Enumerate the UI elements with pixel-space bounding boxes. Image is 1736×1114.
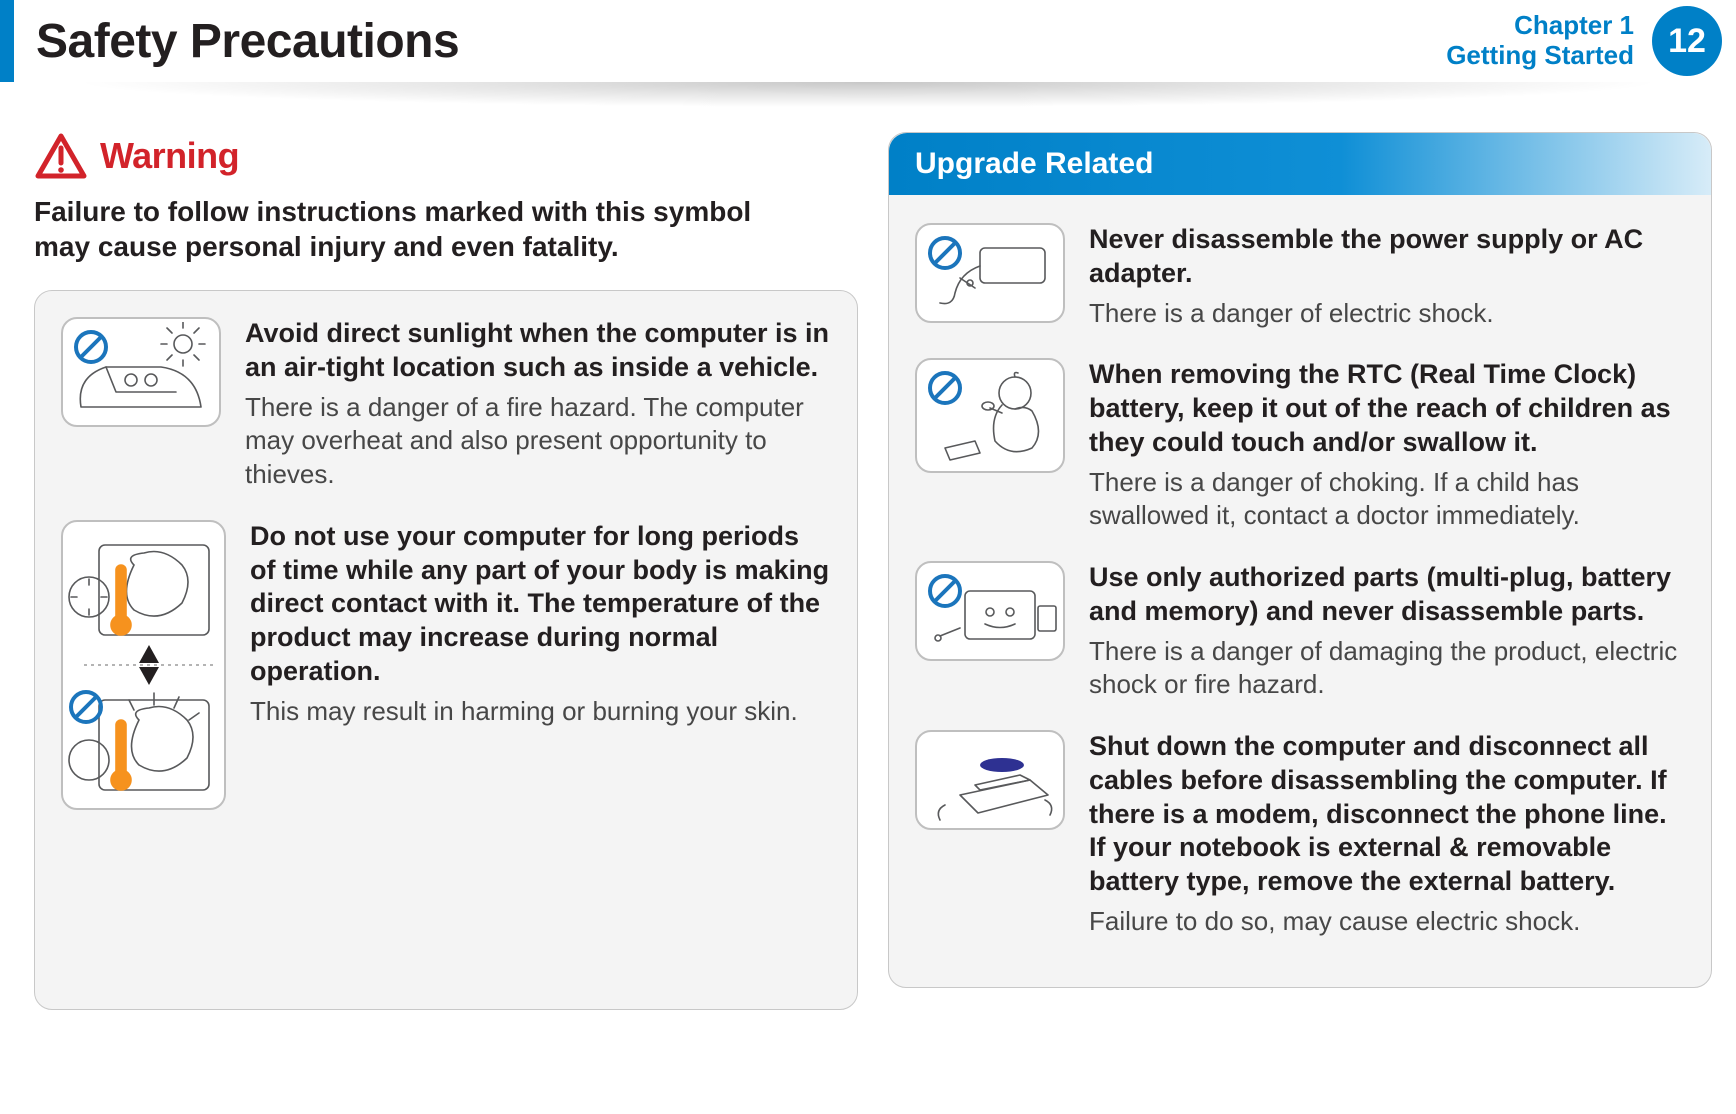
- section-banner: Upgrade Related: [889, 133, 1711, 195]
- precaution-item: When removing the RTC (Real Time Clock) …: [889, 358, 1711, 533]
- prohibit-icon: [926, 369, 964, 407]
- precaution-illustration-disconnect: [915, 730, 1065, 830]
- precaution-illustration-battery-child: [915, 358, 1065, 473]
- precaution-item: Use only authorized parts (multi-plug, b…: [889, 561, 1711, 702]
- warning-description: Failure to follow instructions marked wi…: [34, 194, 814, 264]
- precaution-title: Do not use your computer for long period…: [250, 520, 831, 689]
- prohibit-icon: [72, 328, 110, 366]
- right-precaution-panel: Upgrade Related Never disas: [888, 132, 1712, 988]
- page-header: Safety Precautions Chapter 1 Getting Sta…: [0, 0, 1736, 82]
- prohibit-icon: [71, 692, 101, 722]
- laptop-cables-sketch-icon: [920, 735, 1060, 825]
- precaution-text: Do not use your computer for long period…: [250, 520, 831, 810]
- precaution-text: Never disassemble the power supply or AC…: [1089, 223, 1685, 330]
- precaution-desc: There is a danger of choking. If a child…: [1089, 466, 1685, 534]
- precaution-desc: There is a danger of damaging the produc…: [1089, 635, 1685, 703]
- precaution-illustration-heat: [61, 520, 226, 810]
- prohibit-icon: [926, 572, 964, 610]
- left-column: Warning Failure to follow instructions m…: [34, 132, 858, 1010]
- precaution-illustration-parts: [915, 561, 1065, 661]
- precaution-desc: There is a danger of a fire hazard. The …: [245, 391, 831, 492]
- precaution-desc: Failure to do so, may cause electric sho…: [1089, 905, 1685, 939]
- precaution-title: Never disassemble the power supply or AC…: [1089, 223, 1685, 291]
- header-right: Chapter 1 Getting Started 12: [1446, 0, 1736, 82]
- precaution-illustration-sunlight: [61, 317, 221, 427]
- precaution-item: Never disassemble the power supply or AC…: [889, 223, 1711, 330]
- precaution-illustration-adapter: [915, 223, 1065, 323]
- warning-header: Warning: [34, 132, 858, 180]
- warning-triangle-icon: [34, 132, 88, 180]
- precaution-desc: This may result in harming or burning yo…: [250, 695, 831, 729]
- precaution-title: Shut down the computer and disconnect al…: [1089, 730, 1685, 899]
- header-accent-bar: [0, 0, 14, 82]
- hand-heat-sketch-icon: [64, 525, 224, 805]
- left-precaution-panel: Avoid direct sunlight when the computer …: [34, 290, 858, 1010]
- precaution-title: Use only authorized parts (multi-plug, b…: [1089, 561, 1685, 629]
- page-number-badge: 12: [1652, 6, 1722, 76]
- content-area: Warning Failure to follow instructions m…: [0, 82, 1736, 1010]
- precaution-desc: There is a danger of electric shock.: [1089, 297, 1685, 331]
- chapter-label: Chapter 1 Getting Started: [1446, 11, 1634, 71]
- prohibit-icon: [926, 234, 964, 272]
- warning-label: Warning: [100, 135, 239, 177]
- precaution-item: Avoid direct sunlight when the computer …: [61, 317, 831, 492]
- precaution-item: Shut down the computer and disconnect al…: [889, 730, 1711, 939]
- page-title: Safety Precautions: [36, 14, 459, 69]
- right-column: Upgrade Related Never disas: [888, 132, 1712, 1010]
- precaution-text: Shut down the computer and disconnect al…: [1089, 730, 1685, 939]
- precaution-text: Avoid direct sunlight when the computer …: [245, 317, 831, 492]
- precaution-item: Do not use your computer for long period…: [61, 520, 831, 810]
- chapter-line-1: Chapter 1: [1446, 11, 1634, 41]
- precaution-text: When removing the RTC (Real Time Clock) …: [1089, 358, 1685, 533]
- precaution-title: When removing the RTC (Real Time Clock) …: [1089, 358, 1685, 459]
- chapter-line-2: Getting Started: [1446, 41, 1634, 71]
- precaution-title: Avoid direct sunlight when the computer …: [245, 317, 831, 385]
- precaution-text: Use only authorized parts (multi-plug, b…: [1089, 561, 1685, 702]
